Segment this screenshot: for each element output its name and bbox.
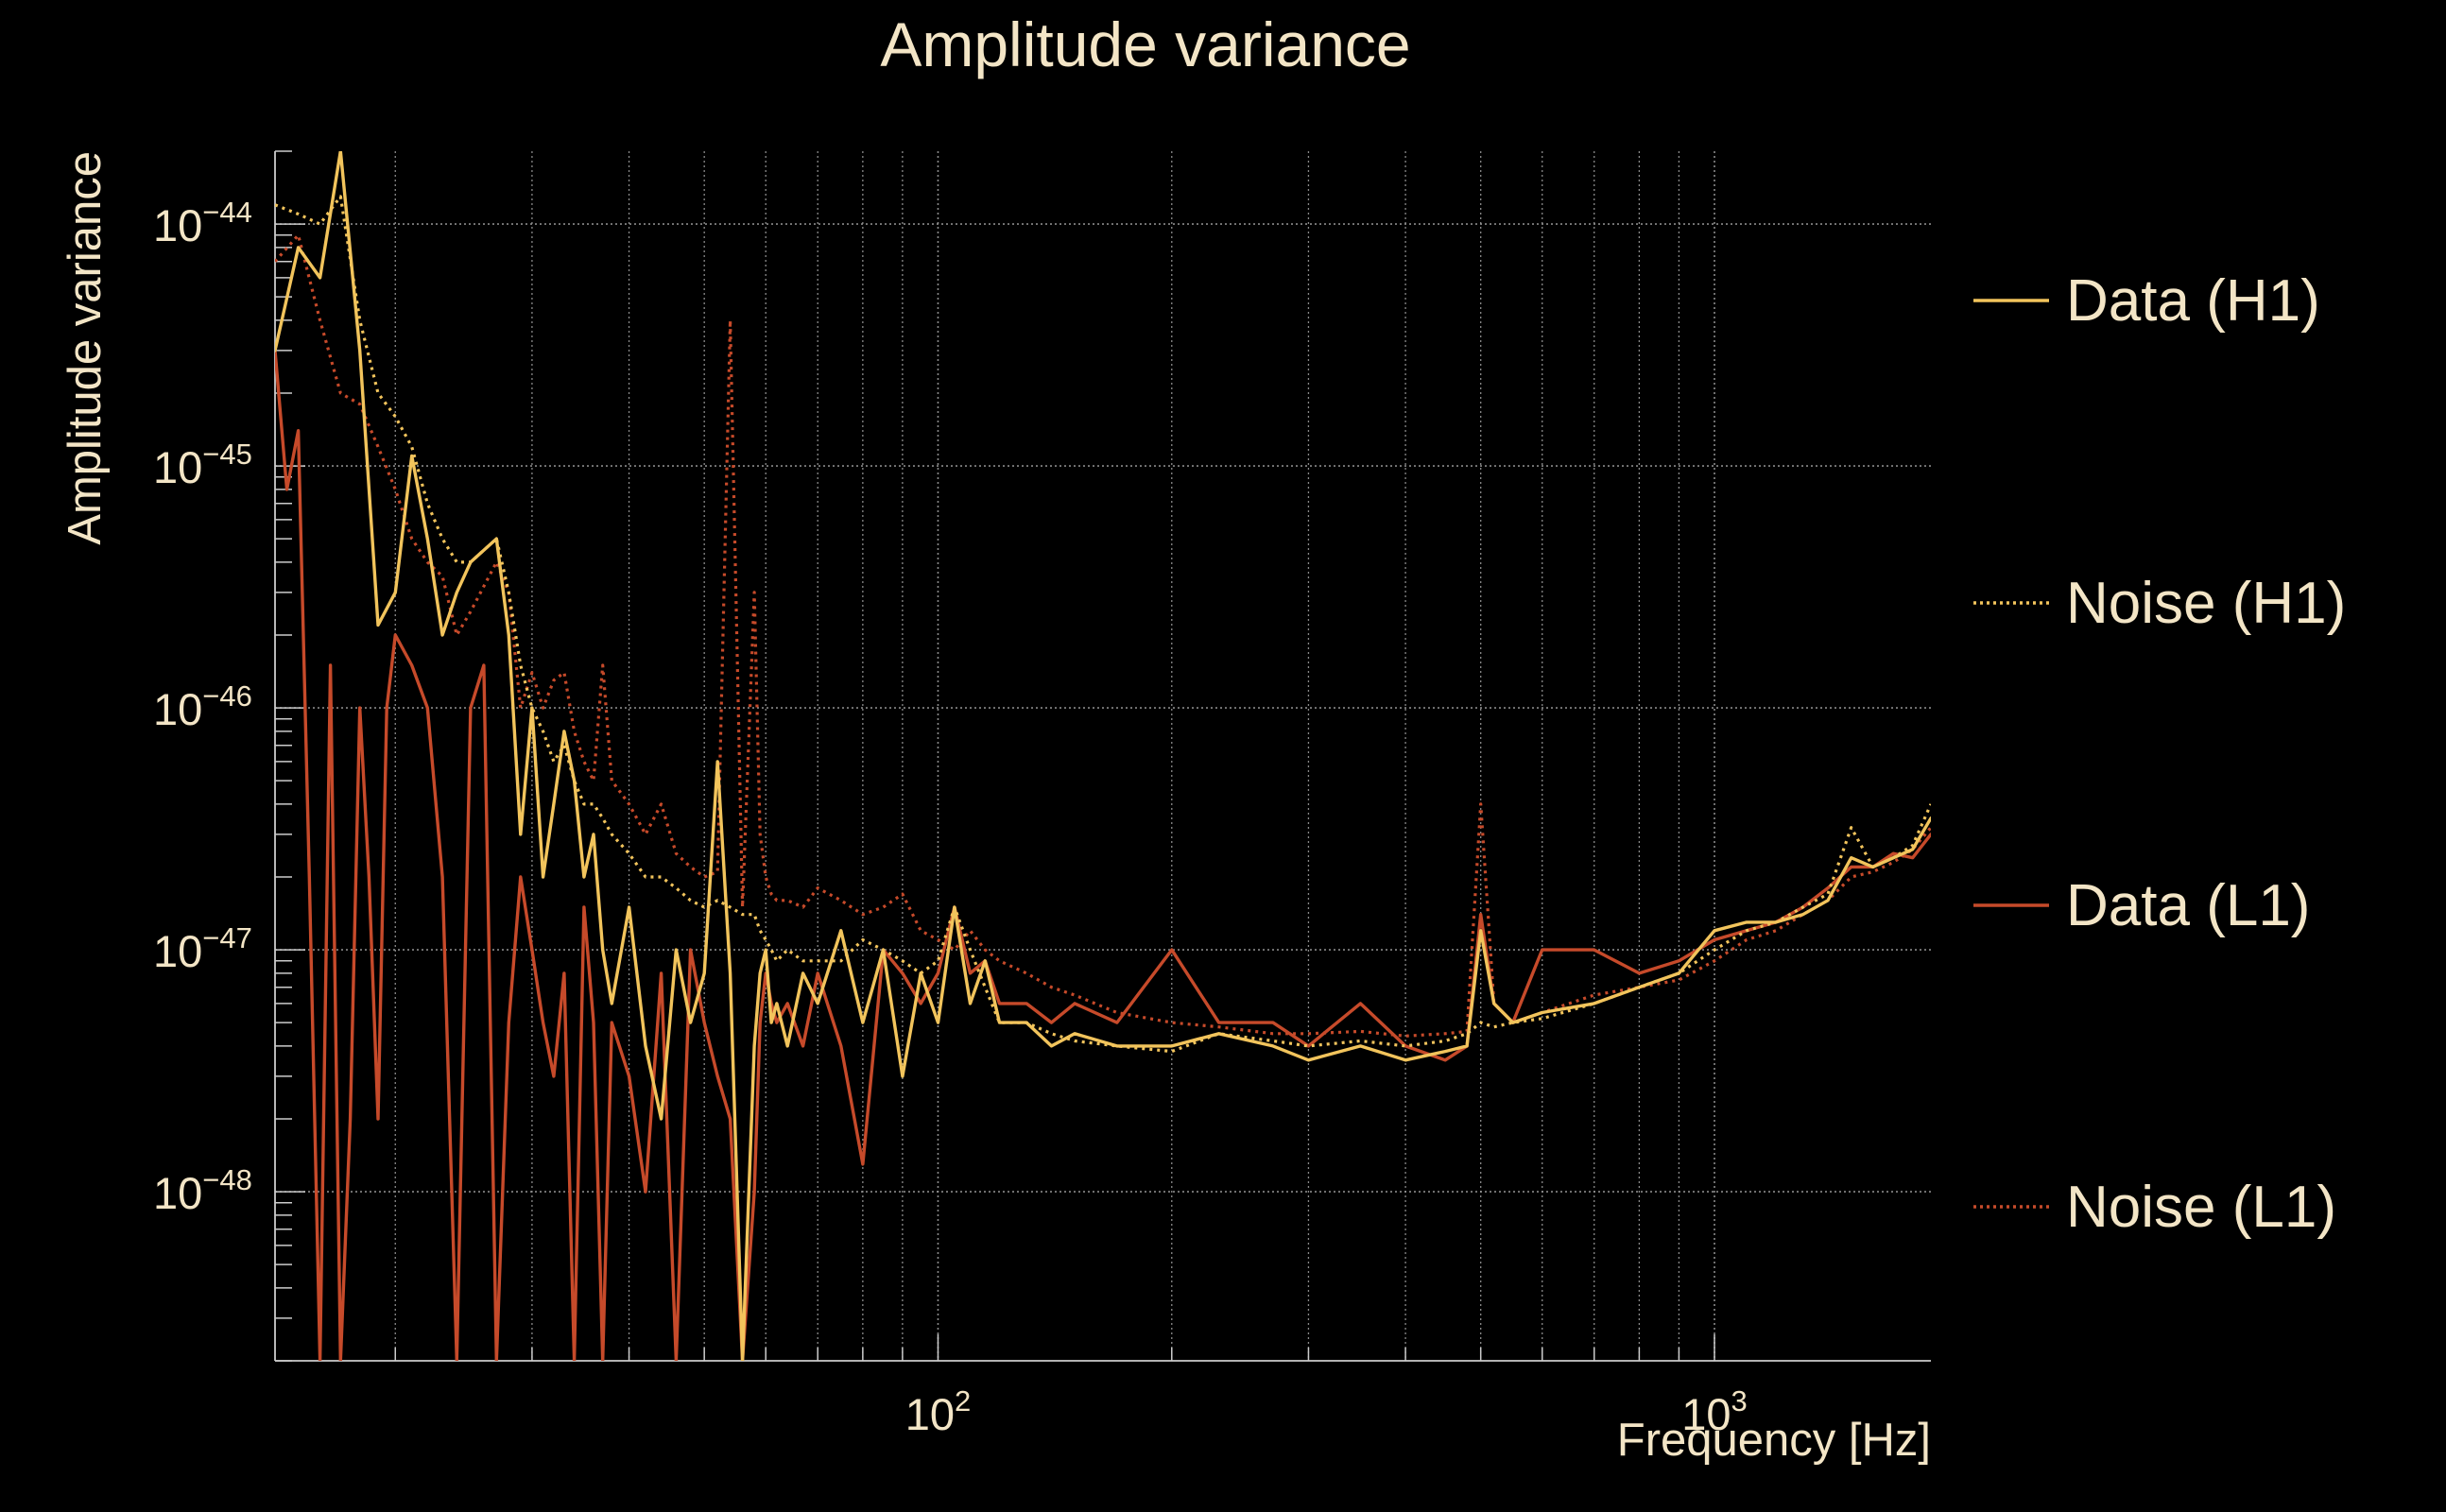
x-axis-label: Frequency [Hz]	[1617, 1415, 1931, 1466]
series-line-noise-h1	[275, 195, 1931, 1054]
legend-label-data-l1: Data (L1)	[2066, 873, 2310, 938]
chart-title: Amplitude variance	[880, 9, 1410, 79]
grid-layer	[275, 151, 1931, 1361]
x-tick-label: 102	[905, 1384, 972, 1439]
series-layer	[275, 151, 1931, 1361]
legend-label-data-h1: Data (H1)	[2066, 268, 2320, 334]
legend: Data (H1) Noise (H1) Data (L1) Noise (L1)	[1973, 268, 2346, 1240]
y-tick-label: 10−44	[153, 196, 252, 250]
y-tick-label: 10−48	[153, 1163, 252, 1218]
legend-label-noise-l1: Noise (L1)	[2066, 1175, 2336, 1240]
legend-label-noise-h1: Noise (H1)	[2066, 571, 2346, 636]
y-tick-label: 10−46	[153, 679, 252, 734]
series-line-data-h1	[275, 151, 1931, 1361]
y-tick-label: 10−47	[153, 921, 252, 976]
y-tick-label: 10−45	[153, 438, 252, 492]
x-tick-label: 103	[1681, 1384, 1748, 1439]
axis-layer: 102 103 10−44 10−45 10−46 10−47 10−48	[153, 150, 1931, 1439]
y-axis-label: Amplitude variance	[60, 151, 111, 545]
